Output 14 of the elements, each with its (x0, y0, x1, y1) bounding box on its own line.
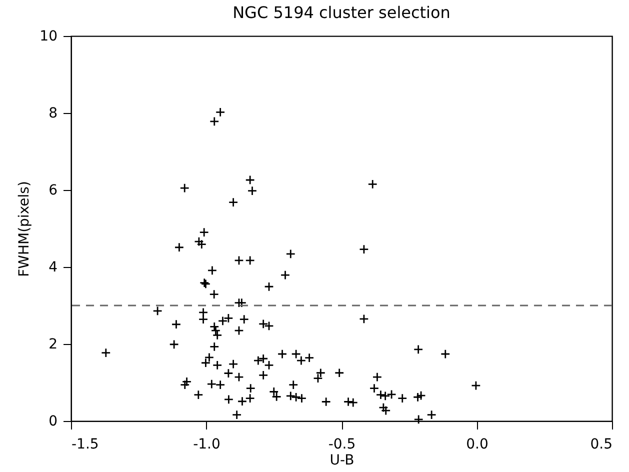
chart-title: NGC 5194 cluster selection (232, 3, 450, 22)
y-tick-label: 4 (48, 260, 58, 276)
x-tick-label: 0.0 (466, 436, 488, 452)
y-tick-label: 0 (48, 414, 58, 430)
x-axis-title: U-B (330, 452, 354, 468)
x-tick-label: -0.5 (328, 436, 356, 452)
x-tick-label: 0.5 (590, 436, 612, 452)
y-tick-label: 6 (48, 182, 58, 198)
y-tick-label: 8 (48, 106, 58, 122)
x-tick-label: -1.0 (193, 436, 220, 452)
y-axis-title: FWHM(pixels) (16, 181, 33, 277)
x-tick-label: -1.5 (72, 436, 99, 452)
y-tick-label: 2 (48, 336, 58, 352)
y-tick-label: 10 (40, 28, 58, 44)
